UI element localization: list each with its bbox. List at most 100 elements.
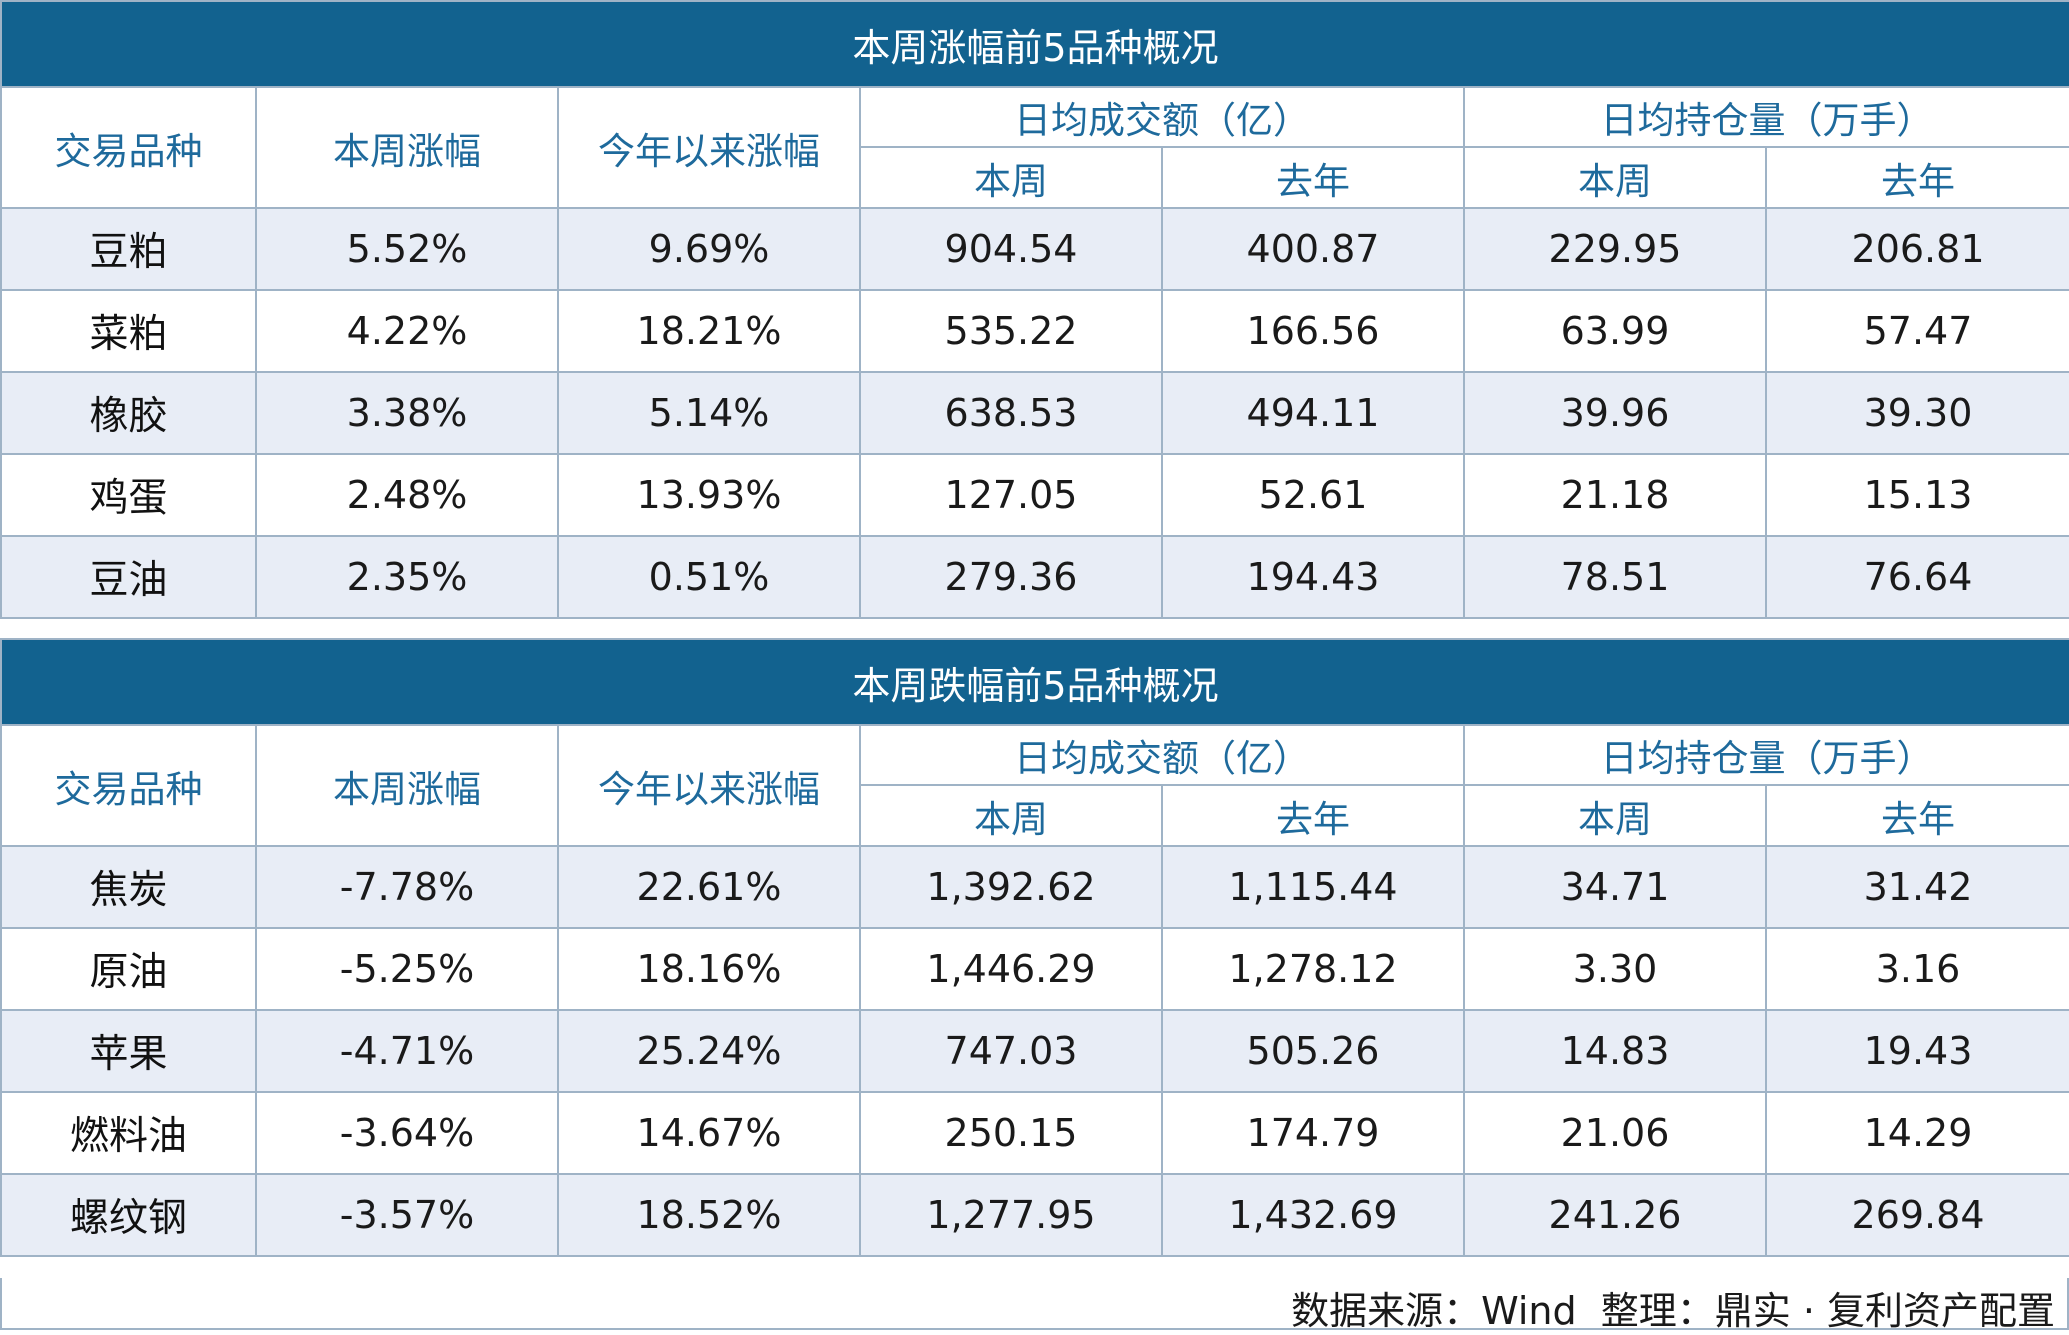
week-change: -5.25% bbox=[255, 927, 559, 1011]
oi-last-year: 19.43 bbox=[1764, 1009, 2069, 1093]
item-name: 螺纹钢 bbox=[0, 1173, 257, 1257]
week-change: 2.35% bbox=[255, 535, 559, 619]
header-open-interest-group: 日均持仓量（万手） bbox=[1462, 724, 2069, 786]
turnover-last-year: 1,432.69 bbox=[1161, 1173, 1465, 1257]
week-change: 2.48% bbox=[255, 453, 559, 537]
header-week-change: 本周涨幅 bbox=[255, 86, 559, 209]
ytd-change: 18.52% bbox=[557, 1173, 861, 1257]
turnover-last-year: 194.43 bbox=[1161, 535, 1465, 619]
oi-last-year: 206.81 bbox=[1764, 207, 2069, 291]
oi-last-year: 3.16 bbox=[1764, 927, 2069, 1011]
table-row: 燃料油 -3.64% 14.67% 250.15 174.79 21.06 14… bbox=[0, 1091, 2069, 1175]
turnover-this-week: 279.36 bbox=[859, 535, 1163, 619]
header-ytd-change: 今年以来涨幅 bbox=[557, 86, 861, 209]
source-footer: 数据来源：Wind 整理：鼎实 · 复利资产配置 bbox=[0, 1278, 2069, 1333]
header-oi-last-year: 去年 bbox=[1764, 146, 2069, 209]
oi-last-year: 14.29 bbox=[1764, 1091, 2069, 1175]
oi-this-week: 21.18 bbox=[1463, 453, 1767, 537]
header-turnover-last-year: 去年 bbox=[1161, 146, 1465, 209]
table-row: 鸡蛋 2.48% 13.93% 127.05 52.61 21.18 15.13 bbox=[0, 453, 2069, 537]
turnover-last-year: 166.56 bbox=[1161, 289, 1465, 373]
header-item: 交易品种 bbox=[0, 86, 257, 209]
ytd-change: 5.14% bbox=[557, 371, 861, 455]
week-change: -3.64% bbox=[255, 1091, 559, 1175]
table-row: 豆油 2.35% 0.51% 279.36 194.43 78.51 76.64 bbox=[0, 535, 2069, 619]
table-row: 菜粕 4.22% 18.21% 535.22 166.56 63.99 57.4… bbox=[0, 289, 2069, 373]
ytd-change: 14.67% bbox=[557, 1091, 861, 1175]
oi-last-year: 15.13 bbox=[1764, 453, 2069, 537]
week-change: 4.22% bbox=[255, 289, 559, 373]
table-row: 螺纹钢 -3.57% 18.52% 1,277.95 1,432.69 241.… bbox=[0, 1173, 2069, 1257]
item-name: 菜粕 bbox=[0, 289, 257, 373]
oi-last-year: 39.30 bbox=[1764, 371, 2069, 455]
oi-this-week: 3.30 bbox=[1463, 927, 1767, 1011]
oi-last-year: 76.64 bbox=[1764, 535, 2069, 619]
oi-this-week: 63.99 bbox=[1463, 289, 1767, 373]
turnover-last-year: 1,115.44 bbox=[1161, 845, 1465, 929]
ytd-change: 0.51% bbox=[557, 535, 861, 619]
table-row: 橡胶 3.38% 5.14% 638.53 494.11 39.96 39.30 bbox=[0, 371, 2069, 455]
turnover-this-week: 1,446.29 bbox=[859, 927, 1163, 1011]
oi-this-week: 241.26 bbox=[1463, 1173, 1767, 1257]
item-name: 燃料油 bbox=[0, 1091, 257, 1175]
header-turnover-this-week: 本周 bbox=[859, 784, 1163, 847]
table-row: 焦炭 -7.78% 22.61% 1,392.62 1,115.44 34.71… bbox=[0, 845, 2069, 929]
top-gainers-table: 本周涨幅前5品种概况 交易品种 本周涨幅 今年以来涨幅 日均成交额（亿） 日均持… bbox=[0, 0, 2069, 619]
oi-last-year: 31.42 bbox=[1764, 845, 2069, 929]
header-oi-this-week: 本周 bbox=[1463, 146, 1767, 209]
week-change: 3.38% bbox=[255, 371, 559, 455]
table-title: 本周涨幅前5品种概况 bbox=[0, 0, 2069, 88]
item-name: 原油 bbox=[0, 927, 257, 1011]
item-name: 鸡蛋 bbox=[0, 453, 257, 537]
turnover-this-week: 638.53 bbox=[859, 371, 1163, 455]
turnover-this-week: 904.54 bbox=[859, 207, 1163, 291]
turnover-this-week: 1,392.62 bbox=[859, 845, 1163, 929]
ytd-change: 18.16% bbox=[557, 927, 861, 1011]
oi-this-week: 229.95 bbox=[1463, 207, 1767, 291]
turnover-last-year: 494.11 bbox=[1161, 371, 1465, 455]
table-row: 豆粕 5.52% 9.69% 904.54 400.87 229.95 206.… bbox=[0, 207, 2069, 291]
source-note: 数据来源：Wind 整理：鼎实 · 复利资产配置 bbox=[1291, 1289, 2055, 1333]
oi-last-year: 57.47 bbox=[1764, 289, 2069, 373]
week-change: -7.78% bbox=[255, 845, 559, 929]
header-turnover-group: 日均成交额（亿） bbox=[859, 724, 1465, 786]
turnover-this-week: 250.15 bbox=[859, 1091, 1163, 1175]
turnover-last-year: 52.61 bbox=[1161, 453, 1465, 537]
oi-last-year: 269.84 bbox=[1764, 1173, 2069, 1257]
ytd-change: 9.69% bbox=[557, 207, 861, 291]
item-name: 豆油 bbox=[0, 535, 257, 619]
top-losers-table: 本周跌幅前5品种概况 交易品种 本周涨幅 今年以来涨幅 日均成交额（亿） 日均持… bbox=[0, 638, 2069, 1257]
week-change: -3.57% bbox=[255, 1173, 559, 1257]
turnover-last-year: 174.79 bbox=[1161, 1091, 1465, 1175]
ytd-change: 25.24% bbox=[557, 1009, 861, 1093]
header-turnover-group: 日均成交额（亿） bbox=[859, 86, 1465, 148]
oi-this-week: 14.83 bbox=[1463, 1009, 1767, 1093]
item-name: 苹果 bbox=[0, 1009, 257, 1093]
turnover-this-week: 747.03 bbox=[859, 1009, 1163, 1093]
turnover-this-week: 127.05 bbox=[859, 453, 1163, 537]
header-item: 交易品种 bbox=[0, 724, 257, 847]
turnover-last-year: 505.26 bbox=[1161, 1009, 1465, 1093]
turnover-this-week: 1,277.95 bbox=[859, 1173, 1163, 1257]
ytd-change: 18.21% bbox=[557, 289, 861, 373]
header-ytd-change: 今年以来涨幅 bbox=[557, 724, 861, 847]
week-change: -4.71% bbox=[255, 1009, 559, 1093]
item-name: 焦炭 bbox=[0, 845, 257, 929]
turnover-last-year: 400.87 bbox=[1161, 207, 1465, 291]
turnover-this-week: 535.22 bbox=[859, 289, 1163, 373]
header-oi-this-week: 本周 bbox=[1463, 784, 1767, 847]
table-title: 本周跌幅前5品种概况 bbox=[0, 638, 2069, 726]
oi-this-week: 78.51 bbox=[1463, 535, 1767, 619]
header-oi-last-year: 去年 bbox=[1764, 784, 2069, 847]
header-week-change: 本周涨幅 bbox=[255, 724, 559, 847]
item-name: 豆粕 bbox=[0, 207, 257, 291]
week-change: 5.52% bbox=[255, 207, 559, 291]
oi-this-week: 21.06 bbox=[1463, 1091, 1767, 1175]
header-turnover-this-week: 本周 bbox=[859, 146, 1163, 209]
ytd-change: 13.93% bbox=[557, 453, 861, 537]
turnover-last-year: 1,278.12 bbox=[1161, 927, 1465, 1011]
oi-this-week: 34.71 bbox=[1463, 845, 1767, 929]
table-row: 原油 -5.25% 18.16% 1,446.29 1,278.12 3.30 … bbox=[0, 927, 2069, 1011]
table-row: 苹果 -4.71% 25.24% 747.03 505.26 14.83 19.… bbox=[0, 1009, 2069, 1093]
